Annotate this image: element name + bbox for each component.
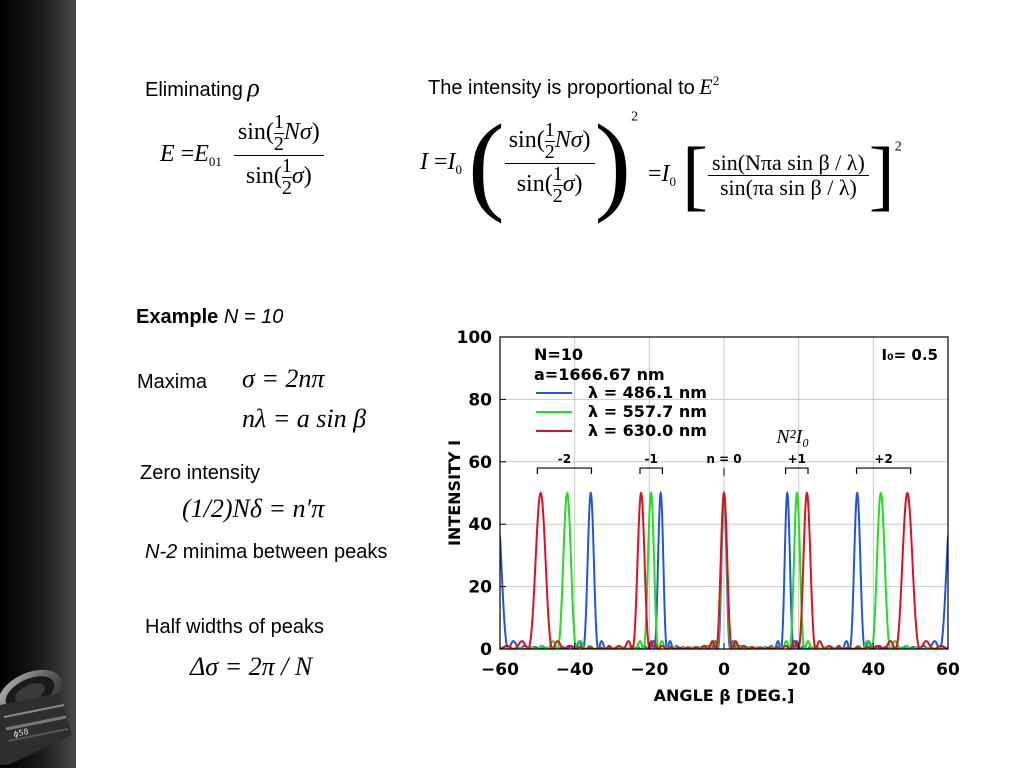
x-axis-label: ANGLE β [DEG.]: [654, 686, 795, 705]
legend-entry: λ = 630.0 nm: [588, 421, 707, 440]
equation-e: E =E01 sin(1 2 Nσ) sin(1 2 σ): [160, 112, 324, 199]
x-tick-label: −40: [556, 660, 594, 680]
y-tick-label: 0: [480, 640, 492, 660]
x-tick-label: 0: [718, 660, 730, 680]
y-tick-label: 40: [468, 515, 492, 535]
intensity-chart: −60 −40 −20 0 20 40 60 0 20 40 60 80 100 -2 -1 n = 0 +1…: [445, 328, 960, 705]
minima-text: N-2 minima between peaks: [145, 541, 388, 563]
svg-text:ϕ58: ϕ58: [13, 727, 30, 739]
order-label: -2: [558, 452, 571, 466]
maxima-equation-1: σ = 2nπ: [242, 364, 325, 393]
example-heading: Example N = 10: [136, 306, 284, 328]
y-tick-label: 100: [457, 328, 493, 348]
eliminating-heading: Eliminating ρ: [145, 73, 260, 102]
i0-annotation: I₀= 0.5: [881, 346, 938, 364]
maxima-label: Maxima: [137, 371, 208, 393]
zero-intensity-equation: (1/2)Nδ = n′π: [182, 494, 325, 523]
order-label: +2: [874, 452, 892, 466]
order-label: n = 0: [706, 452, 741, 466]
y-axis-label: INTENSITY I: [445, 440, 464, 546]
a-annotation: a=1666.67 nm: [534, 365, 665, 384]
order-bracket: [536, 467, 593, 475]
chart-legend: N=10a=1666.67 nmλ = 486.1 nmλ = 557.7 nm…: [534, 345, 938, 440]
order-label: +1: [788, 452, 806, 466]
half-widths-equation: Δσ = 2π / N: [190, 652, 313, 681]
y-tick-label: 20: [468, 578, 492, 598]
x-tick-label: 60: [936, 660, 960, 680]
slide-sidebar: ϕ58: [0, 0, 76, 768]
maxima-equation-2: nλ = a sin β: [242, 404, 367, 433]
x-tick-label: 20: [787, 660, 811, 680]
x-tick-label: −20: [630, 660, 668, 680]
order-bracket: [785, 467, 809, 475]
intensity-heading: The intensity is proportional to E2: [428, 73, 720, 99]
chart-ticks: −60 −40 −20 0 20 40 60 0 20 40 60 80 100: [457, 328, 960, 680]
legend-entry: λ = 486.1 nm: [588, 383, 707, 402]
x-tick-label: 40: [861, 660, 885, 680]
chart-annotations: -2 -1 n = 0 +1 +2: [536, 452, 912, 477]
order-bracket: [855, 467, 912, 475]
order-bracket: [639, 467, 663, 475]
equation-i: I =I0 ( sin(1 2 Nσ) sin(1 2 σ) )2: [420, 102, 639, 224]
n-annotation: N=10: [534, 345, 583, 364]
x-tick-label: −60: [481, 660, 519, 680]
equation-i-rhs: =I0 [ sin(Nπa sin β / λ) sin(πa sin β / …: [648, 131, 902, 218]
series-line: [500, 491, 948, 649]
zero-intensity-label: Zero intensity: [140, 462, 261, 484]
y-tick-label: 60: [468, 453, 492, 473]
half-widths-label: Half widths of peaks: [145, 616, 324, 638]
camera-lens-icon: ϕ58: [0, 669, 72, 765]
legend-entry: λ = 557.7 nm: [588, 402, 707, 421]
y-tick-label: 80: [468, 390, 492, 410]
order-label: -1: [645, 452, 658, 466]
n2i0-label: N²I₀: [775, 426, 809, 448]
